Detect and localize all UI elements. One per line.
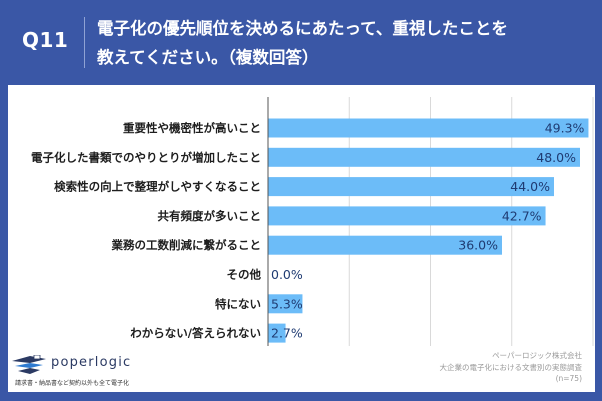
category-label: 特にない bbox=[215, 297, 261, 311]
logo-mark-icon bbox=[12, 355, 46, 374]
question-header: Q11 電子化の優先順位を決めるにあたって、重視したことを 教えてください。（複… bbox=[0, 0, 602, 85]
bar bbox=[268, 177, 554, 197]
value-labels: 49.3% 48.0% 44.0% 42.7% 36.0% 0.0% 5.3% 2.7% bbox=[271, 121, 585, 341]
bar bbox=[268, 235, 502, 255]
source-note: ペーパーロジック株式会社 大企業の電子化における文書別の実態調査 (n=75) bbox=[440, 350, 583, 385]
bar bbox=[268, 206, 546, 226]
question-title-line-2: 教えてください。（複数回答） bbox=[97, 48, 319, 67]
category-label: 検索性の向上で整理がしやすくなること bbox=[54, 180, 261, 194]
logo-name: poperlogic bbox=[51, 355, 132, 370]
value-label: 44.0% bbox=[510, 179, 550, 194]
paperlogic-logo: poperlogic 請求書・納品書など契約以外も全て電子化 bbox=[10, 355, 160, 391]
bar bbox=[268, 323, 286, 343]
bar bbox=[268, 118, 589, 138]
question-number: Q11 bbox=[22, 28, 69, 52]
value-label: 5.3% bbox=[271, 296, 303, 311]
category-label: 重要性や機密性が高いこと bbox=[123, 121, 261, 135]
bar bbox=[268, 294, 303, 314]
bar bbox=[268, 147, 580, 167]
value-label: 2.7% bbox=[271, 326, 303, 341]
category-label: その他 bbox=[227, 268, 262, 282]
sample-size: (n=75) bbox=[555, 374, 582, 383]
question-title-line-1: 電子化の優先順位を決めるにあたって、重視したことを bbox=[97, 19, 508, 38]
logo-tagline: 請求書・納品書など契約以外も全て電子化 bbox=[15, 380, 130, 387]
header-divider bbox=[84, 17, 85, 68]
category-label: 共有頻度が多いこと bbox=[158, 209, 262, 223]
category-label: わからない/答えられない bbox=[130, 326, 261, 340]
value-label: 48.0% bbox=[536, 150, 576, 165]
category-labels: 重要性や機密性が高いこと電子化した書類でのやりとりが増加したこと検索性の向上で整… bbox=[31, 121, 261, 340]
bars bbox=[268, 118, 589, 343]
category-label: 電子化した書類でのやりとりが増加したこと bbox=[31, 150, 261, 164]
value-label: 49.3% bbox=[545, 121, 585, 136]
source-company: ペーパーロジック株式会社 bbox=[492, 351, 582, 360]
value-label: 42.7% bbox=[502, 208, 542, 223]
category-label: 業務の工数削減に繋がること bbox=[111, 238, 262, 252]
value-label: 0.0% bbox=[271, 267, 303, 282]
source-survey: 大企業の電子化における文書別の実態調査 bbox=[439, 362, 583, 372]
value-label: 36.0% bbox=[458, 238, 498, 253]
question-title: 電子化の優先順位を決めるにあたって、重視したことを 教えてください。（複数回答） bbox=[97, 14, 577, 72]
